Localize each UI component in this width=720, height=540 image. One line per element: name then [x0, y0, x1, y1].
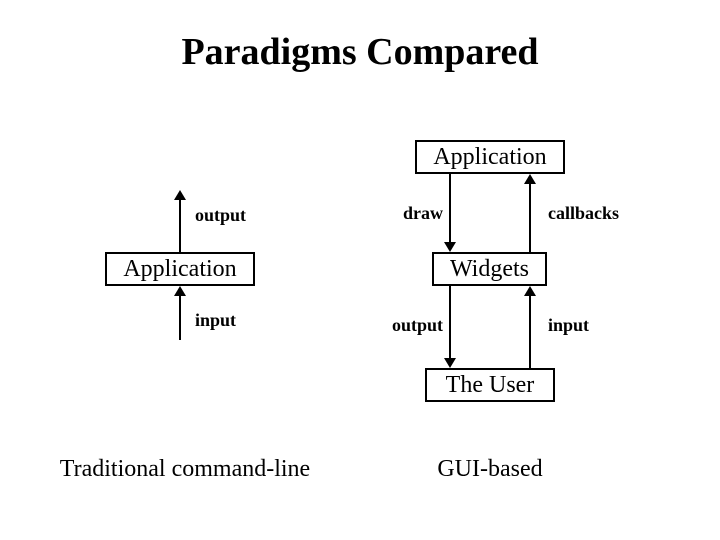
right-input-label: input — [548, 315, 589, 336]
page-title: Paradigms Compared — [0, 30, 720, 74]
right-caption: GUI-based — [400, 456, 580, 483]
left-output-label: output — [195, 205, 246, 226]
draw-arrow — [449, 174, 451, 244]
left-output-arrow — [179, 198, 181, 252]
right-output-label: output — [388, 315, 443, 336]
left-caption: Traditional command-line — [45, 456, 325, 483]
left-application-box: Application — [105, 252, 255, 286]
right-application-box: Application — [415, 140, 565, 174]
right-widgets-box: Widgets — [432, 252, 547, 286]
left-input-label: input — [195, 310, 236, 331]
draw-label: draw — [398, 203, 443, 224]
callbacks-arrow — [529, 182, 531, 252]
left-input-arrow — [179, 294, 181, 340]
callbacks-label: callbacks — [548, 203, 619, 224]
right-user-box: The User — [425, 368, 555, 402]
right-output-arrow — [449, 286, 451, 360]
right-input-arrow — [529, 294, 531, 368]
